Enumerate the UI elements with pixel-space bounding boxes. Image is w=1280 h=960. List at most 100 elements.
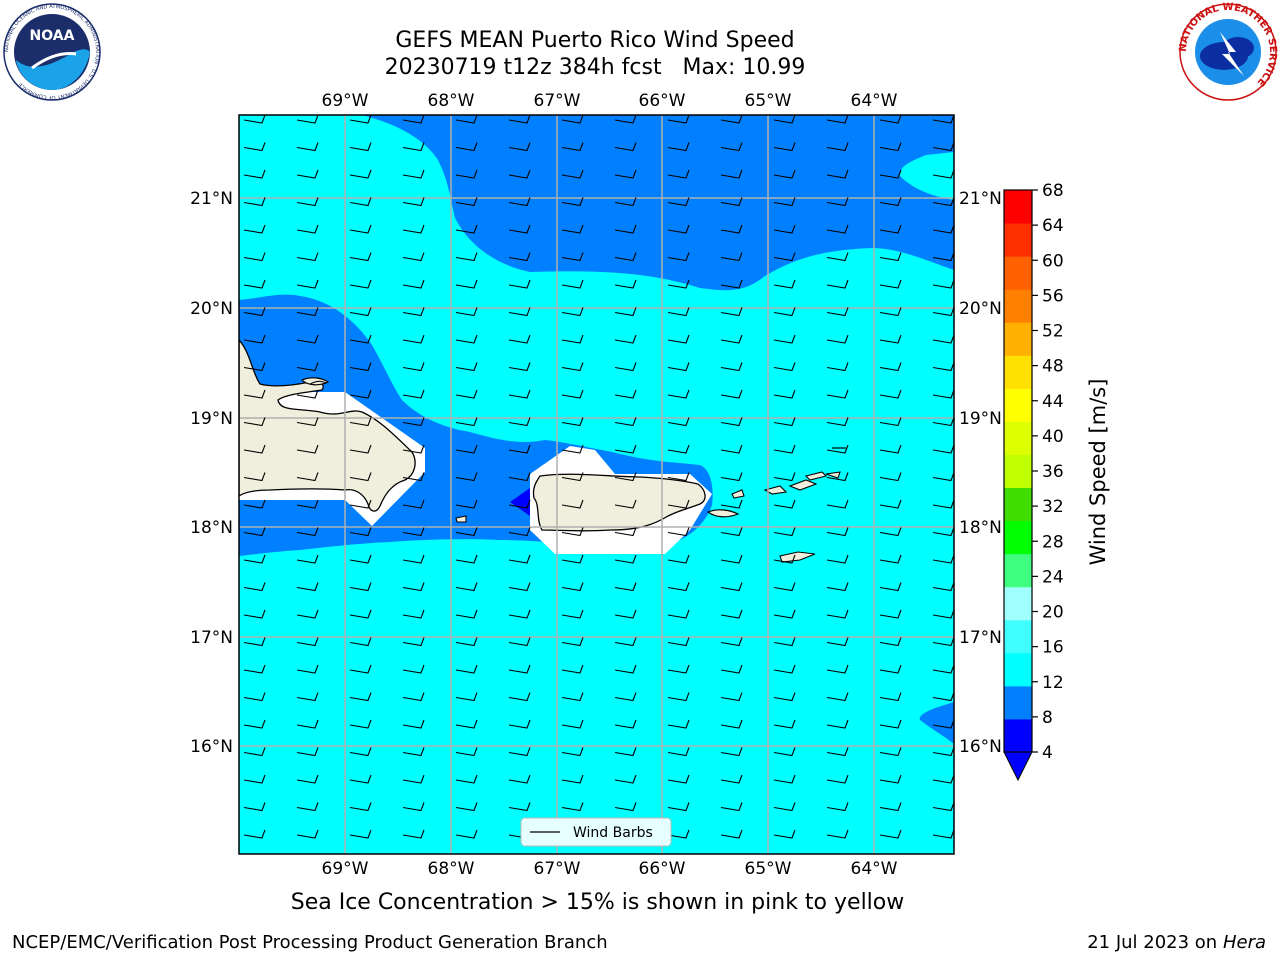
wind-barb	[720, 499, 743, 509]
wind-barb	[349, 334, 372, 344]
wind-barb	[508, 499, 531, 509]
wind-barb	[561, 417, 584, 427]
wind-barb	[932, 417, 954, 427]
wind-barb	[243, 664, 266, 674]
wind-barb	[402, 279, 425, 289]
wind-barb	[773, 389, 796, 399]
wind-barb	[296, 664, 319, 674]
wind-barb	[455, 582, 478, 592]
wind-barb	[773, 664, 796, 674]
wind-barb	[455, 142, 478, 152]
wind-barb	[455, 444, 478, 454]
wind-barb	[614, 609, 637, 619]
wind-barb	[349, 279, 372, 289]
wind-barb	[508, 554, 531, 564]
wind-barb	[455, 664, 478, 674]
wind-barb	[402, 389, 425, 399]
wind-barb	[349, 582, 372, 592]
wind-barb	[932, 499, 954, 509]
wind-barb	[879, 279, 902, 289]
wind-barb	[932, 637, 954, 647]
wind-barb	[296, 389, 319, 399]
wind-barb	[667, 279, 690, 289]
wind-barb	[720, 444, 743, 454]
wind-barb	[402, 774, 425, 784]
wind-barb	[561, 774, 584, 784]
wind-barb	[614, 774, 637, 784]
wind-barb	[296, 307, 319, 317]
wind-barb	[508, 389, 531, 399]
svg-text:19°N: 19°N	[959, 409, 1002, 429]
wind-barb	[879, 252, 902, 262]
wind-barb	[508, 224, 531, 234]
wind-barb	[243, 499, 266, 509]
wind-barb	[932, 252, 954, 262]
wind-barb	[455, 747, 478, 757]
wind-barb	[508, 582, 531, 592]
wind-barb	[720, 637, 743, 647]
wind-barb	[932, 444, 954, 454]
wind-barb	[720, 197, 743, 207]
wind-barb	[561, 362, 584, 372]
wind-barb	[667, 334, 690, 344]
wind-barb	[349, 362, 372, 372]
wind-barb	[243, 829, 266, 839]
wind-barb	[826, 279, 849, 289]
wind-barb	[773, 142, 796, 152]
wind-barb	[508, 774, 531, 784]
wind-barb	[879, 554, 902, 564]
wind-barb	[879, 389, 902, 399]
wind-barb	[879, 499, 902, 509]
wind-barb	[667, 692, 690, 702]
wind-barb	[561, 389, 584, 399]
wind-barb	[561, 637, 584, 647]
wind-barb	[243, 252, 266, 262]
wind-barb	[720, 252, 743, 262]
wind-barb	[879, 774, 902, 784]
wind-barb	[614, 417, 637, 427]
wind-barb	[773, 527, 796, 537]
wind-barb	[508, 197, 531, 207]
virgin-islands	[763, 485, 788, 495]
wind-barb	[773, 719, 796, 729]
wind-barb	[508, 115, 531, 124]
wind-barb	[508, 472, 531, 482]
wind-barb	[879, 362, 902, 372]
wind-barb	[296, 802, 319, 812]
wind-barb	[826, 307, 849, 317]
wind-barb	[773, 362, 796, 372]
wind-barb	[349, 719, 372, 729]
wind-barb	[614, 692, 637, 702]
wind-barb	[773, 829, 796, 839]
wind-barb	[720, 692, 743, 702]
wind-barb	[826, 169, 849, 179]
wind-barb	[296, 115, 319, 124]
wind-barb	[508, 637, 531, 647]
wind-barb	[614, 279, 637, 289]
wind-barb	[879, 829, 902, 839]
wind-barb	[296, 637, 319, 647]
wind-barb	[296, 279, 319, 289]
wind-barb	[932, 747, 954, 757]
wind-barb	[614, 142, 637, 152]
wind-barb	[402, 719, 425, 729]
wind-barb	[667, 417, 690, 427]
wind-barb	[243, 582, 266, 592]
wind-barb	[508, 719, 531, 729]
wind-barb	[455, 554, 478, 564]
svg-text:20°N: 20°N	[959, 299, 1002, 319]
wind-barb	[614, 747, 637, 757]
wind-barb	[720, 664, 743, 674]
svg-text:64°W: 64°W	[851, 859, 898, 879]
wind-barb	[720, 224, 743, 234]
wind-barb	[243, 609, 266, 619]
colorbar-segment	[1004, 421, 1032, 455]
wind-barb	[826, 417, 849, 427]
wind-barb	[561, 802, 584, 812]
wind-barb	[773, 224, 796, 234]
wind-barb	[561, 554, 584, 564]
wind-barb	[508, 334, 531, 344]
colorbar-tick-label: 52	[1042, 322, 1064, 342]
wind-barb	[455, 472, 478, 482]
wind-barb	[826, 334, 849, 344]
